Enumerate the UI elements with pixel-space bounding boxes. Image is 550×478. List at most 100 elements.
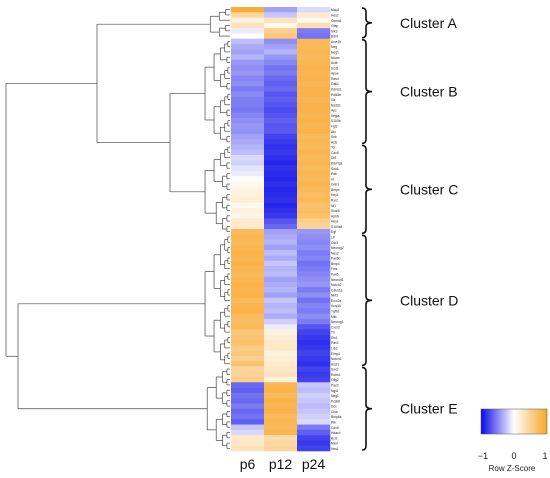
heatmap-cell — [264, 345, 298, 351]
heatmap-cell — [297, 292, 331, 299]
heatmap-cell — [264, 340, 298, 346]
heatmap-cell — [264, 276, 298, 283]
gene-label: Pax3 — [331, 384, 339, 388]
heatmap-cell — [264, 218, 298, 225]
heatmap-cell — [297, 86, 331, 92]
heatmap-cell — [231, 392, 265, 399]
heatmap-cell — [297, 112, 331, 119]
legend-tick-high: 1 — [542, 451, 547, 461]
heatmap-cell — [264, 139, 298, 145]
gene-label: Neurod1 — [331, 278, 344, 282]
heatmap-cell — [231, 149, 265, 156]
cluster-label: Cluster C — [400, 181, 458, 197]
heatmap-cell — [264, 355, 298, 362]
heatmap-cell — [231, 445, 265, 452]
gene-label: Bdnf — [331, 35, 338, 39]
gene-label: Ocr3 — [331, 241, 338, 245]
cluster-label: Cluster B — [400, 84, 458, 100]
heatmap-cell — [231, 165, 265, 172]
gene-label: Neg — [331, 45, 337, 49]
gene-label: Bmp4 — [331, 262, 340, 266]
heatmap-cell — [264, 112, 298, 119]
gene-label: Pax6b — [331, 257, 341, 261]
heatmap-cell — [231, 176, 265, 182]
gene-label: Scd1 — [331, 66, 339, 70]
heatmap-cell — [264, 239, 298, 246]
heatmap-cell — [264, 271, 298, 277]
heatmap-cell — [264, 44, 298, 50]
gene-label: Fgf2 — [331, 125, 338, 129]
gene-label: S100a4 — [331, 225, 343, 229]
gene-label: Neg1 — [331, 51, 339, 55]
heatmap-cell — [264, 250, 298, 256]
heatmap-cell — [297, 59, 331, 66]
heatmap-cell — [231, 324, 265, 330]
heatmap-cell — [231, 419, 265, 425]
heatmap-cell — [264, 96, 298, 103]
legend-tick-low: −1 — [478, 451, 488, 461]
heatmap-cell — [264, 234, 298, 240]
heatmap-cell — [264, 329, 298, 336]
heatmap-cell — [297, 440, 331, 447]
heatmap-cell — [264, 398, 298, 404]
gene-label: Kdvrt2a — [331, 162, 343, 166]
heatmap-cell — [264, 361, 298, 367]
gene-label: Hes1 — [331, 447, 339, 451]
gene-label: Kdnrs1 — [331, 88, 342, 92]
heatmap-cell — [297, 244, 331, 251]
heatmap-cell — [264, 308, 298, 314]
heatmap-cell — [231, 329, 265, 336]
heatmap-cell — [297, 213, 331, 219]
heatmap-cell — [297, 266, 331, 272]
heatmap-cell — [231, 96, 265, 103]
gene-label: Bmp8a — [331, 415, 342, 419]
heatmap-cell — [297, 377, 331, 383]
gene-label: Acvr1b — [331, 40, 341, 44]
gene-label: Sox6 — [331, 167, 339, 171]
heatmap-cell — [264, 303, 298, 309]
heatmap-cell — [231, 81, 265, 87]
heatmap-cell — [264, 287, 298, 293]
gene-label: Pcsk8 — [331, 399, 340, 403]
gene-label: Ngs1 — [331, 389, 339, 393]
heatmap-cell — [264, 244, 298, 251]
heatmap-cell — [297, 223, 331, 230]
heatmap-cell — [264, 54, 298, 61]
heatmap-cell — [231, 197, 265, 203]
heatmap-cell — [297, 65, 331, 71]
heatmap-cell — [231, 123, 265, 129]
heatmap-cell — [264, 223, 298, 230]
gene-label: Cxcr3 — [331, 325, 340, 329]
gene-label: Pax6 — [331, 273, 339, 277]
heatmap-cell — [297, 107, 331, 114]
heatmap-cell — [297, 281, 331, 288]
gene-label: Notch2 — [331, 283, 342, 287]
heatmap-cell — [231, 350, 265, 357]
heatmap-cell — [264, 371, 298, 378]
heatmap-cell — [264, 70, 298, 77]
heatmap-cell — [231, 424, 265, 431]
gene-label: Actb — [331, 61, 338, 65]
heatmap-cell — [264, 38, 298, 45]
heatmap-cell — [264, 33, 298, 40]
heatmap-cell — [297, 329, 331, 336]
heatmap-cell — [264, 229, 298, 235]
heatmap-cell — [264, 165, 298, 172]
heatmap-cell — [297, 313, 331, 320]
heatmap-cell — [264, 17, 298, 24]
heatmap-cell — [264, 149, 298, 156]
heatmap-cell — [231, 408, 265, 415]
gene-label: Lrb2 — [331, 347, 338, 351]
row-dendrogram — [5, 9, 230, 449]
heatmap-cell — [297, 408, 331, 415]
heatmap-cell — [297, 70, 331, 77]
heatmap-cell — [231, 139, 265, 145]
heatmap-cell — [264, 435, 298, 441]
heatmap-cell — [297, 250, 331, 256]
heatmap-cell — [264, 59, 298, 66]
heatmap-cell — [231, 112, 265, 119]
heatmap-cell — [264, 266, 298, 272]
gene-label: Glr — [331, 98, 336, 102]
heatmap-cell — [297, 271, 331, 277]
